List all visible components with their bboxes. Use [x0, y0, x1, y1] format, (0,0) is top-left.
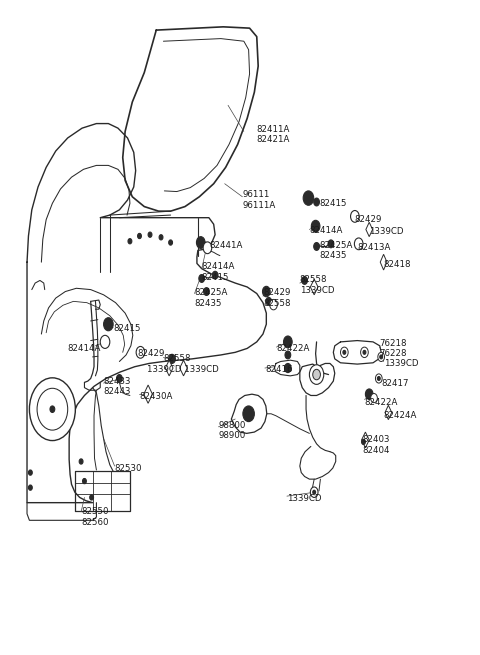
Circle shape: [37, 388, 68, 430]
Text: 82550
82560: 82550 82560: [81, 508, 108, 527]
Circle shape: [243, 406, 254, 422]
Text: 82403
82404: 82403 82404: [362, 436, 390, 455]
Circle shape: [340, 347, 348, 358]
Polygon shape: [165, 360, 173, 376]
Circle shape: [138, 233, 142, 238]
Circle shape: [90, 495, 94, 500]
Circle shape: [212, 271, 218, 279]
Text: 82530: 82530: [115, 464, 142, 472]
Circle shape: [354, 238, 363, 250]
Circle shape: [50, 406, 55, 413]
Text: 1339CD: 1339CD: [287, 495, 322, 503]
Text: 82422A: 82422A: [364, 398, 398, 407]
Polygon shape: [311, 279, 318, 295]
Text: 82425A
82435: 82425A 82435: [194, 288, 228, 308]
Polygon shape: [385, 405, 392, 420]
Circle shape: [203, 242, 212, 253]
Circle shape: [361, 440, 365, 445]
Circle shape: [270, 299, 277, 310]
Text: 82558: 82558: [163, 354, 191, 364]
Circle shape: [263, 286, 270, 297]
Circle shape: [196, 236, 205, 248]
Circle shape: [168, 240, 172, 245]
Polygon shape: [361, 432, 369, 448]
Text: 82418: 82418: [384, 260, 411, 269]
Circle shape: [378, 352, 384, 362]
Text: 82415: 82415: [319, 199, 347, 208]
Text: 82416: 82416: [265, 365, 292, 375]
Circle shape: [117, 375, 122, 383]
Circle shape: [312, 220, 320, 232]
Circle shape: [284, 336, 292, 348]
Text: 82433
82443: 82433 82443: [104, 377, 131, 396]
Circle shape: [285, 364, 291, 373]
Circle shape: [128, 238, 132, 244]
Circle shape: [285, 351, 291, 359]
Text: 82425A
82435: 82425A 82435: [319, 240, 352, 260]
Circle shape: [199, 274, 204, 282]
Polygon shape: [180, 360, 187, 376]
Circle shape: [380, 355, 383, 359]
Circle shape: [28, 470, 32, 476]
Text: 82414A: 82414A: [68, 344, 101, 353]
Circle shape: [328, 240, 334, 248]
Circle shape: [29, 378, 75, 441]
Circle shape: [365, 389, 373, 400]
Text: 82558
1339CD: 82558 1339CD: [300, 275, 335, 295]
Circle shape: [204, 288, 209, 295]
Text: 82424A: 82424A: [384, 411, 417, 421]
Circle shape: [343, 350, 346, 354]
Circle shape: [371, 394, 377, 403]
Circle shape: [310, 365, 324, 384]
Text: 1339CD 1339CD: 1339CD 1339CD: [147, 365, 218, 375]
Text: 82422A: 82422A: [276, 344, 309, 353]
Text: 82413A: 82413A: [357, 243, 391, 252]
Text: 82429: 82429: [355, 215, 382, 224]
Text: 82414A
82415: 82414A 82415: [202, 262, 235, 282]
Circle shape: [79, 459, 83, 464]
Circle shape: [159, 234, 163, 240]
Circle shape: [314, 242, 320, 250]
Circle shape: [375, 374, 382, 383]
Circle shape: [83, 479, 86, 483]
Text: 82414A: 82414A: [310, 226, 343, 235]
Polygon shape: [380, 254, 387, 270]
Circle shape: [311, 487, 318, 497]
Circle shape: [28, 485, 32, 490]
Circle shape: [377, 377, 380, 381]
Text: 82411A
82421A: 82411A 82421A: [257, 125, 290, 144]
Circle shape: [313, 490, 316, 494]
Text: 1339CD: 1339CD: [384, 359, 418, 368]
Polygon shape: [144, 385, 153, 403]
Text: 82429
82558: 82429 82558: [263, 288, 290, 308]
Text: 82415: 82415: [113, 324, 141, 333]
Circle shape: [302, 276, 308, 284]
Circle shape: [363, 350, 366, 354]
Text: 82417: 82417: [381, 379, 408, 388]
Text: 82430A: 82430A: [140, 392, 173, 401]
Circle shape: [104, 318, 113, 331]
Circle shape: [100, 335, 110, 348]
Text: 96111
96111A: 96111 96111A: [242, 191, 276, 210]
Circle shape: [350, 210, 359, 222]
Circle shape: [314, 198, 320, 206]
Circle shape: [303, 191, 314, 205]
Circle shape: [148, 232, 152, 237]
Circle shape: [136, 346, 145, 358]
Text: 76218
76228: 76218 76228: [379, 339, 406, 358]
Text: 82441A: 82441A: [209, 241, 242, 250]
Circle shape: [266, 297, 272, 305]
Text: 98800
98900: 98800 98900: [218, 421, 246, 440]
Polygon shape: [366, 222, 372, 236]
Circle shape: [313, 369, 321, 380]
Circle shape: [360, 347, 368, 358]
Circle shape: [168, 354, 175, 364]
Text: 82429: 82429: [137, 349, 165, 358]
Text: 1339CD: 1339CD: [369, 227, 404, 236]
